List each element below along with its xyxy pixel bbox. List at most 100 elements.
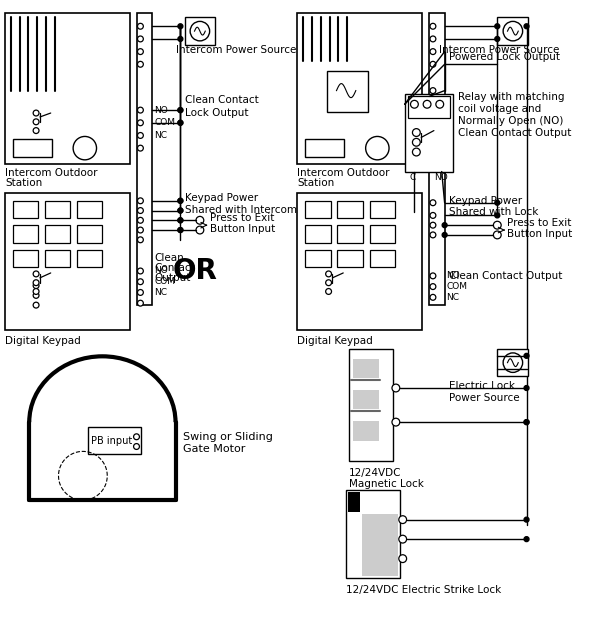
Text: Intercom Power Source: Intercom Power Source (175, 45, 296, 55)
Bar (5, 193, 130, 329)
Text: Output: Output (154, 273, 191, 283)
Bar (349, 349, 393, 461)
Circle shape (493, 231, 501, 239)
Text: NO: NO (446, 272, 460, 280)
Circle shape (430, 107, 436, 113)
Bar (408, 97, 451, 118)
Text: Normally Open (NO): Normally Open (NO) (458, 116, 564, 126)
Circle shape (366, 136, 389, 160)
Circle shape (325, 271, 331, 277)
Circle shape (33, 128, 39, 133)
Circle shape (392, 418, 400, 426)
Circle shape (495, 24, 499, 29)
Bar (45, 225, 70, 242)
Circle shape (495, 37, 499, 42)
Circle shape (524, 24, 529, 29)
Circle shape (524, 517, 529, 522)
Text: NO: NO (154, 105, 168, 115)
Circle shape (430, 200, 436, 206)
Bar (353, 390, 379, 409)
Text: NC: NC (154, 288, 167, 297)
Text: Swing or Sliding: Swing or Sliding (184, 432, 273, 442)
Circle shape (503, 21, 523, 41)
Bar (353, 421, 379, 441)
Circle shape (138, 208, 143, 213)
Text: Keypad Power: Keypad Power (449, 196, 522, 206)
Bar (305, 249, 331, 267)
Text: Lock Output: Lock Output (185, 108, 249, 118)
Circle shape (503, 353, 523, 373)
Circle shape (399, 535, 406, 543)
Text: Station: Station (5, 178, 42, 188)
Circle shape (138, 107, 143, 113)
Circle shape (138, 300, 143, 306)
Bar (45, 249, 70, 267)
Bar (5, 12, 130, 164)
Text: Magnetic Lock: Magnetic Lock (349, 479, 424, 489)
Circle shape (138, 198, 143, 204)
Circle shape (328, 73, 364, 108)
Circle shape (33, 110, 39, 116)
Circle shape (178, 228, 183, 232)
Text: COM: COM (154, 118, 175, 127)
Circle shape (196, 216, 204, 224)
Circle shape (430, 232, 436, 238)
Bar (185, 17, 215, 45)
Text: Powered Lock Output: Powered Lock Output (449, 53, 560, 63)
Circle shape (430, 49, 436, 55)
Bar (370, 249, 395, 267)
Circle shape (430, 36, 436, 42)
Text: Press to Exit: Press to Exit (507, 218, 572, 228)
Circle shape (134, 434, 139, 440)
Bar (348, 514, 398, 576)
Text: NO: NO (154, 267, 168, 275)
Bar (305, 140, 344, 157)
Bar (45, 201, 70, 218)
Text: Keypad Power: Keypad Power (185, 193, 259, 203)
Text: PB input: PB input (91, 436, 132, 446)
Circle shape (178, 120, 183, 125)
Circle shape (430, 61, 436, 67)
Text: Digital Keypad: Digital Keypad (297, 336, 373, 346)
Circle shape (430, 120, 436, 126)
Circle shape (138, 61, 143, 67)
Bar (305, 201, 331, 218)
Circle shape (138, 237, 143, 242)
Circle shape (33, 283, 39, 288)
Text: Button Input: Button Input (507, 229, 572, 239)
Bar (337, 225, 363, 242)
Bar (429, 12, 445, 305)
Circle shape (178, 37, 183, 42)
Text: Press to Exit: Press to Exit (210, 213, 274, 223)
Bar (337, 249, 363, 267)
Bar (370, 201, 395, 218)
Circle shape (178, 218, 183, 223)
Text: Intercom Power Source: Intercom Power Source (439, 45, 559, 55)
Text: Button Input: Button Input (210, 224, 275, 234)
Circle shape (430, 284, 436, 290)
Circle shape (524, 420, 529, 425)
Circle shape (178, 24, 183, 29)
Text: COM: COM (154, 277, 175, 286)
Text: 12/24VDC: 12/24VDC (349, 468, 402, 478)
Text: Shared with Intercom: Shared with Intercom (185, 205, 297, 215)
Circle shape (190, 21, 210, 41)
Circle shape (399, 516, 406, 523)
Bar (136, 12, 152, 305)
Circle shape (524, 537, 529, 542)
Bar (297, 193, 422, 329)
Circle shape (138, 24, 143, 29)
Circle shape (442, 223, 447, 228)
Bar (346, 490, 400, 578)
Circle shape (411, 100, 418, 108)
Circle shape (138, 133, 143, 138)
Circle shape (399, 555, 406, 562)
Text: coil voltage and: coil voltage and (458, 104, 542, 114)
Text: NC: NC (154, 131, 167, 140)
Bar (305, 225, 331, 242)
Circle shape (412, 148, 420, 156)
Circle shape (33, 271, 39, 277)
Text: COM: COM (446, 282, 468, 291)
Bar (13, 249, 38, 267)
Circle shape (178, 198, 183, 203)
